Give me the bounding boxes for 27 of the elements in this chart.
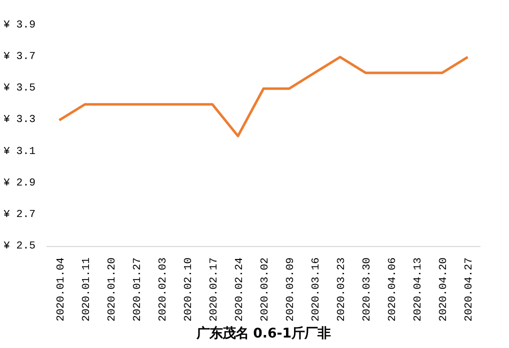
y-tick-label: ¥ 3.5 [4, 82, 36, 95]
x-tick-label: 2020.02.17 [208, 257, 220, 322]
x-tick-label: 2020.01.11 [80, 257, 93, 322]
x-tick-label: 2020.01.27 [132, 257, 144, 322]
x-tick-label: 2020.03.09 [285, 257, 298, 322]
y-tick-label: ¥ 3.9 [4, 20, 36, 32]
x-tick-label: 2020.04.13 [412, 257, 425, 322]
x-tick-label: 2020.03.16 [310, 257, 323, 322]
x-tick-label: 2020.01.20 [106, 257, 118, 322]
x-axis-title: 广东茂名 0.6-1斤厂非 [195, 325, 331, 342]
x-tick-label: 2020.02.03 [157, 257, 170, 322]
y-tick-label: ¥ 2.7 [4, 208, 36, 221]
y-tick-label: ¥ 3.3 [4, 114, 36, 126]
x-tick-label: 2020.04.20 [438, 257, 450, 322]
x-tick-label: 2020.04.06 [387, 257, 400, 322]
y-tick-label: ¥ 3.7 [4, 51, 36, 64]
y-tick-label: ¥ 3.1 [4, 146, 36, 158]
x-tick-label: 2020.02.24 [234, 257, 246, 322]
x-tick-label: 2020.01.04 [55, 257, 68, 322]
y-tick-label: ¥ 2.9 [4, 177, 36, 190]
line-series [58, 56, 469, 138]
y-tick-label: ¥ 2.5 [4, 240, 36, 252]
x-tick-label: 2020.04.27 [464, 257, 476, 322]
x-tick-label: 2020.02.10 [182, 257, 195, 322]
x-tick-label: 2020.03.02 [260, 257, 272, 322]
x-tick-label: 2020.03.23 [336, 257, 348, 322]
x-tick-label: 2020.03.30 [362, 257, 374, 322]
